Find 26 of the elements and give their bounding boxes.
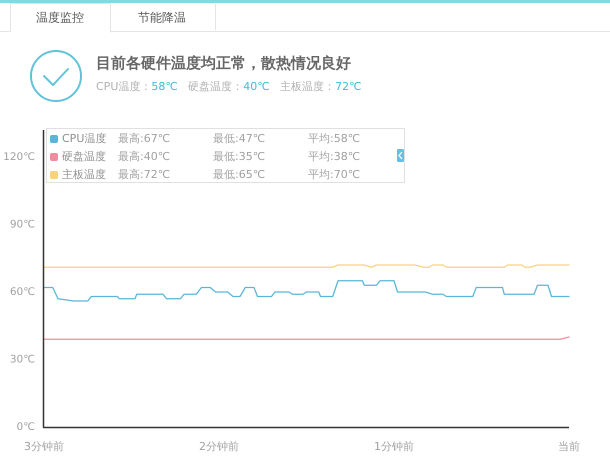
- text: 节能降温: [138, 10, 186, 24]
- x-tick-label: 2分钟前: [199, 440, 239, 454]
- annotation: 最低:35℃: [213, 150, 266, 164]
- line-series: [43, 280, 570, 302]
- annotation: 最低:47℃: [213, 132, 266, 146]
- y-tick-label: 30℃: [10, 353, 36, 366]
- annotation: 最高:40℃: [118, 150, 170, 164]
- legend-label: 硬盘温度: [62, 150, 106, 164]
- annotation: 最低:65℃: [213, 168, 266, 182]
- y-tick-label: 60℃: [10, 286, 36, 298]
- legend-label: CPU温度: [62, 132, 106, 146]
- y-tick-label: 120℃: [3, 150, 36, 163]
- annotation: 最高:72℃: [118, 168, 170, 182]
- legend-label: 主板温度: [62, 168, 106, 182]
- x-tick-label: 3分钟前: [24, 440, 64, 454]
- annotation: 平均:58℃: [308, 132, 360, 146]
- x-tick-label: 1分钟前: [374, 440, 414, 454]
- annotation: 最高:67℃: [118, 132, 170, 146]
- annotation: 平均:70℃: [308, 168, 360, 182]
- x-tick-label: 当前: [558, 440, 580, 454]
- y-tick-label: 90℃: [10, 218, 36, 230]
- annotation: 平均:38℃: [308, 150, 360, 164]
- y-tick-label: 0℃: [16, 420, 36, 433]
- tab-active: 温度监控: [10, 3, 111, 32]
- chart-title: 目前各硬件温度均正常，散热情况良好: [96, 54, 351, 72]
- chart-subtitle: CPU温度：58℃ 硬盘温度：40℃ 主板温度：72℃: [96, 80, 362, 94]
